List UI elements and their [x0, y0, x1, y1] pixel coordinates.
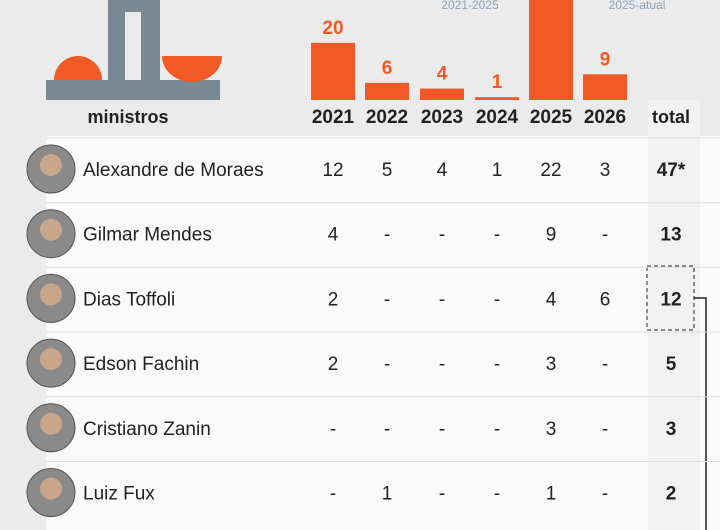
cell-value: 4	[437, 160, 448, 181]
avatar-face	[40, 412, 62, 435]
cell-value: -	[602, 419, 608, 440]
table-body	[46, 136, 720, 530]
logo	[46, 0, 222, 100]
column-header: 2023	[421, 107, 463, 128]
cell-value: 3	[600, 160, 611, 181]
cell-value: 22	[540, 160, 561, 181]
cell-value: 47*	[657, 160, 686, 181]
cell-value: -	[439, 419, 445, 440]
column-header: total	[652, 107, 690, 127]
cell-value: -	[494, 354, 500, 375]
avatar-face	[40, 218, 62, 241]
cell-value: -	[494, 225, 500, 246]
cell-value: -	[439, 225, 445, 246]
cell-value: -	[439, 289, 445, 310]
cell-value: -	[602, 484, 608, 505]
bar	[529, 0, 573, 100]
cell-value: -	[439, 484, 445, 505]
cell-value: 2	[666, 484, 677, 505]
avatar-face	[40, 477, 62, 500]
logo-bowl	[54, 56, 102, 80]
minister-name: Gilmar Mendes	[83, 225, 212, 246]
bar	[475, 97, 519, 100]
avatar-face	[40, 154, 62, 176]
bar	[365, 82, 409, 100]
cell-value: 1	[492, 160, 503, 181]
logo-bowl	[162, 56, 222, 82]
bar	[583, 74, 627, 100]
bar	[311, 42, 355, 100]
cell-value: 5	[666, 354, 677, 375]
cell-value: 4	[546, 289, 557, 310]
cell-value: 3	[546, 354, 557, 375]
cell-value: -	[494, 419, 500, 440]
minister-name: Alexandre de Moraes	[83, 160, 264, 181]
cell-value: -	[384, 289, 390, 310]
cell-value: -	[384, 419, 390, 440]
minister-name: Luiz Fux	[83, 484, 155, 505]
cell-value: 1	[546, 484, 557, 505]
cell-value: -	[330, 419, 336, 440]
cell-value: -	[494, 289, 500, 310]
column-header: 2026	[584, 107, 626, 128]
cell-value: 13	[660, 225, 681, 246]
minister-name: Cristiano Zanin	[83, 419, 211, 440]
cell-value: 5	[382, 160, 393, 181]
cell-value: 12	[660, 289, 681, 310]
cell-value: 12	[322, 160, 343, 181]
cell-value: 1	[382, 484, 393, 505]
cell-value: 4	[328, 225, 339, 246]
cell-value: 2	[328, 354, 339, 375]
column-header: 2022	[366, 107, 408, 128]
column-header: 2025	[530, 107, 573, 128]
period-label: 2021-2025	[441, 0, 499, 12]
total-column	[648, 100, 700, 530]
minister-name: Dias Toffoli	[83, 289, 175, 310]
avatar-face	[40, 348, 62, 371]
cell-value: -	[602, 225, 608, 246]
bar-label: 9	[600, 49, 611, 70]
period-label: 2025-atual	[609, 0, 666, 12]
bar-label: 6	[382, 58, 393, 79]
cell-value: 6	[600, 289, 611, 310]
connector-line	[694, 297, 707, 530]
cell-value: 3	[546, 419, 557, 440]
bar	[420, 88, 464, 100]
avatar-face	[40, 283, 62, 306]
cell-value: -	[439, 354, 445, 375]
cell-value: 2	[328, 289, 339, 310]
cell-value: -	[384, 225, 390, 246]
cell-value: -	[494, 484, 500, 505]
cell-value: -	[384, 354, 390, 375]
bar-label: 20	[322, 18, 343, 39]
cell-value: -	[330, 484, 336, 505]
logo-base	[46, 80, 220, 100]
bar-label: 1	[492, 72, 503, 93]
bar-label: 4	[437, 64, 448, 85]
column-header: ministros	[87, 107, 168, 127]
minister-name: Edson Fachin	[83, 354, 199, 375]
logo-slot	[125, 12, 141, 80]
cell-value: -	[602, 354, 608, 375]
cell-value: 3	[666, 419, 677, 440]
cell-value: 9	[546, 225, 557, 246]
column-header: 2021	[312, 107, 355, 128]
column-header: 2024	[476, 107, 519, 128]
